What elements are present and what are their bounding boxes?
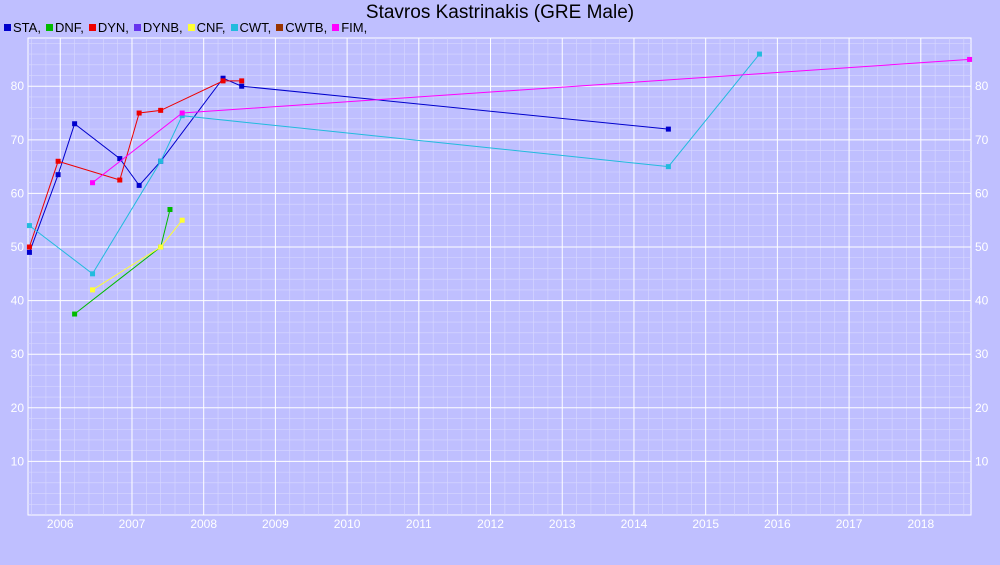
legend-label: FIM, xyxy=(341,20,368,35)
y-tick-label-right: 40 xyxy=(975,294,989,308)
chart-title: Stavros Kastrinakis (GRE Male) xyxy=(365,2,635,23)
x-tick-label: 2017 xyxy=(836,517,863,531)
legend-item: CWT, xyxy=(230,20,272,35)
x-tick-label: 2013 xyxy=(549,517,576,531)
legend-swatch xyxy=(45,24,53,31)
legend-item: CNF, xyxy=(187,20,226,35)
legend-item: DNF, xyxy=(45,20,84,35)
legend-swatch xyxy=(88,24,96,31)
legend-swatch xyxy=(4,24,11,31)
y-tick-label-right: 60 xyxy=(975,186,989,200)
y-tick-label-right: 50 xyxy=(975,240,989,254)
data-point xyxy=(967,56,973,62)
legend-label: CWTB, xyxy=(285,20,328,35)
legend-label: CWT, xyxy=(239,20,272,35)
data-point xyxy=(26,244,32,250)
y-tick-label-right: 10 xyxy=(975,454,989,468)
data-point xyxy=(179,110,185,116)
data-point xyxy=(239,83,245,89)
x-tick-label: 2007 xyxy=(119,517,146,531)
data-point xyxy=(90,287,96,293)
legend-swatch xyxy=(332,24,340,31)
y-tick-label-left: 40 xyxy=(11,294,25,308)
data-point xyxy=(26,223,32,229)
data-point xyxy=(136,182,142,188)
data-point xyxy=(55,172,61,178)
data-point xyxy=(167,207,173,213)
data-point xyxy=(117,156,123,162)
data-point xyxy=(136,110,142,116)
legend-swatch xyxy=(133,24,141,31)
data-point xyxy=(158,244,164,250)
legend-label: DNF, xyxy=(54,20,84,35)
data-point xyxy=(90,180,96,186)
y-tick-label-right: 80 xyxy=(975,79,989,93)
plot-area xyxy=(27,37,972,516)
y-tick-label-left: 70 xyxy=(11,133,25,147)
legend-label: CNF, xyxy=(196,20,226,35)
legend-item: DYNB, xyxy=(133,20,183,35)
x-tick-label: 2012 xyxy=(477,517,504,531)
data-point xyxy=(158,158,164,164)
x-tick-label: 2015 xyxy=(692,517,719,531)
legend-swatch xyxy=(230,24,238,31)
x-tick-label: 2014 xyxy=(621,517,648,531)
x-tick-label: 2006 xyxy=(47,517,74,531)
data-point xyxy=(55,158,61,164)
legend-item: STA, xyxy=(4,20,41,35)
data-point xyxy=(90,271,96,277)
data-point xyxy=(220,75,226,81)
y-tick-label-right: 20 xyxy=(975,401,989,415)
y-tick-label-right: 30 xyxy=(975,347,989,361)
x-tick-label: 2018 xyxy=(907,517,934,531)
data-point xyxy=(239,78,245,84)
data-point xyxy=(117,177,123,183)
y-tick-label-left: 10 xyxy=(11,454,25,468)
data-point xyxy=(756,51,762,57)
data-point xyxy=(26,249,32,255)
legend-swatch xyxy=(276,24,284,31)
legend-label: STA, xyxy=(13,20,41,35)
legend: STA, DNF, DYN, DYNB, CNF, CWT, CWTB, FIM, xyxy=(4,20,367,35)
data-point xyxy=(158,107,164,113)
x-tick-label: 2010 xyxy=(334,517,361,531)
data-point xyxy=(179,217,185,223)
series-line xyxy=(29,53,760,275)
legend-item: DYN, xyxy=(88,20,129,35)
data-point xyxy=(72,121,78,127)
x-tick-label: 2016 xyxy=(764,517,791,531)
legend-label: DYNB, xyxy=(142,20,183,35)
y-tick-label-left: 20 xyxy=(11,401,25,415)
data-point xyxy=(220,78,226,84)
data-point xyxy=(665,164,671,170)
legend-item: FIM, xyxy=(332,20,367,35)
x-tick-label: 2011 xyxy=(406,517,432,531)
y-tick-label-left: 50 xyxy=(11,240,25,254)
legend-label: DYN, xyxy=(97,20,129,35)
data-point xyxy=(665,126,671,132)
y-tick-label-left: 60 xyxy=(11,186,25,200)
y-tick-label-left: 30 xyxy=(11,347,25,361)
y-tick-label-right: 70 xyxy=(975,133,989,147)
legend-swatch xyxy=(187,24,195,31)
y-tick-label-left: 80 xyxy=(11,79,25,93)
x-tick-label: 2009 xyxy=(262,517,289,531)
data-point xyxy=(179,113,185,119)
x-tick-label: 2008 xyxy=(190,517,217,531)
data-point xyxy=(72,311,78,317)
legend-item: CWTB, xyxy=(276,20,327,35)
